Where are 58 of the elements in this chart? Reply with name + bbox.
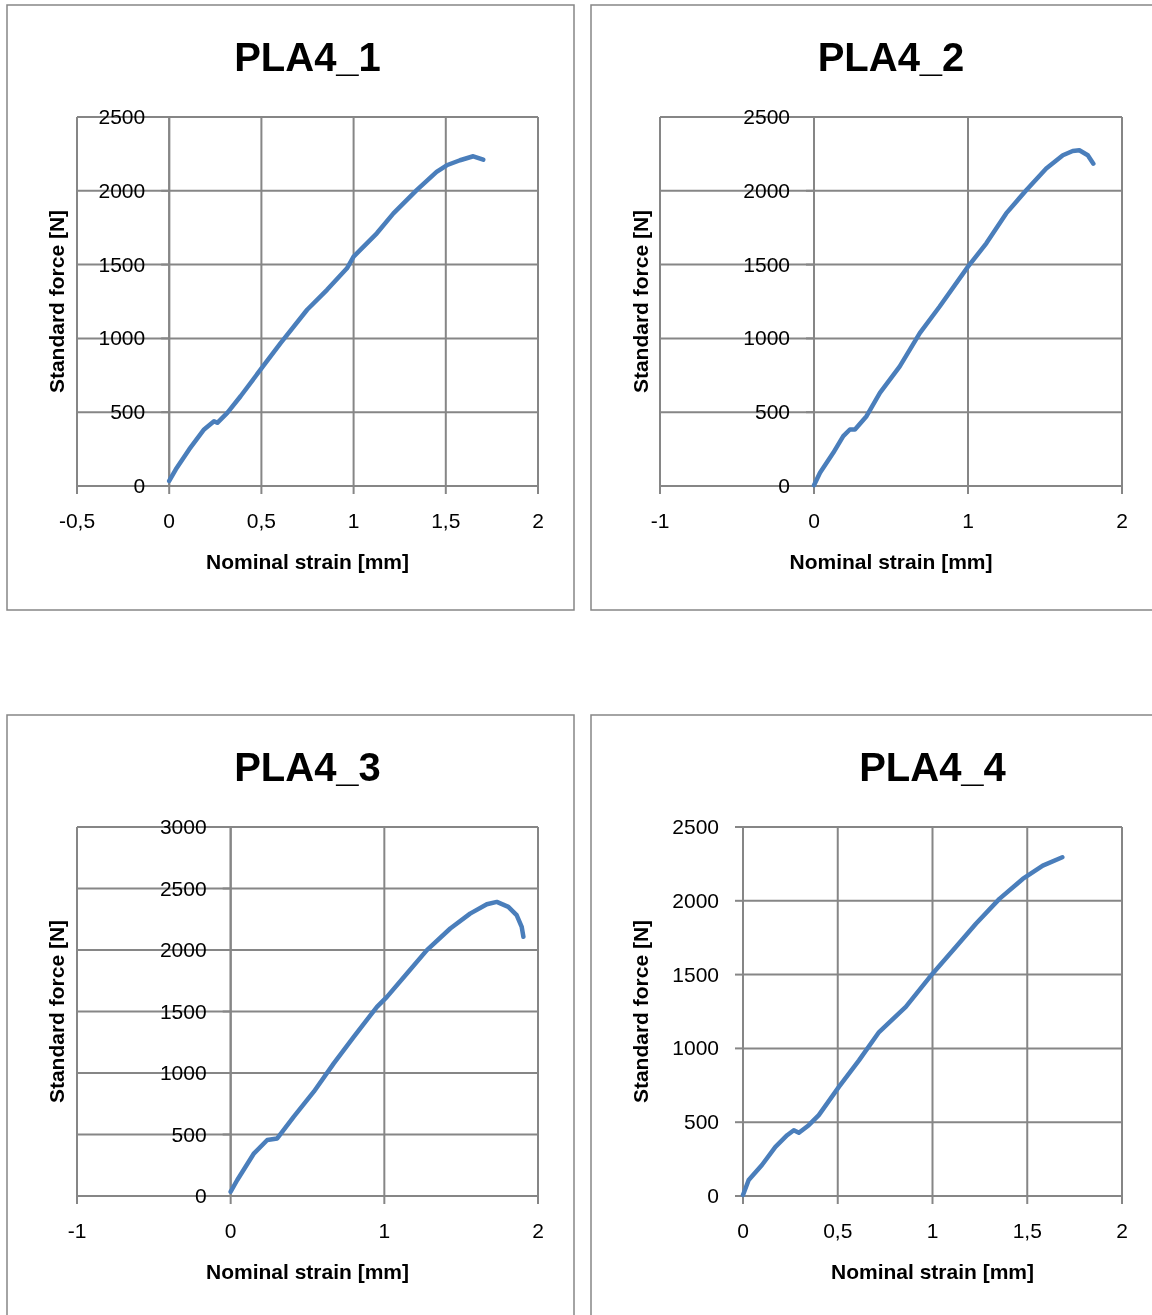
- y-tick-label: 500: [754, 400, 790, 424]
- y-tick-label: 2000: [159, 938, 207, 961]
- y-tick-label: 1000: [159, 1061, 207, 1084]
- y-axis-title: Standard force [N]: [45, 209, 68, 394]
- x-tick-label: 2: [1116, 509, 1128, 532]
- x-tick-label: 1: [378, 1219, 391, 1242]
- x-tick-label: -1: [67, 1219, 87, 1242]
- x-tick-label: 1,5: [431, 509, 461, 532]
- y-tick-label: 2500: [159, 876, 207, 900]
- y-tick-label: 2000: [743, 178, 790, 202]
- y-tick-label: 0: [707, 1184, 719, 1207]
- y-tick-label: 500: [171, 1122, 207, 1146]
- x-tick-label: 1: [926, 1219, 939, 1242]
- chart-title: PLA4_4: [859, 745, 1007, 789]
- y-tick-label: 1500: [159, 999, 207, 1023]
- y-axis-title: Standard force [N]: [45, 919, 68, 1104]
- x-tick-label: 0: [808, 509, 820, 532]
- y-tick-label: 2000: [672, 888, 719, 912]
- x-tick-label: 0: [224, 1219, 237, 1242]
- y-tick-label: 1500: [672, 962, 719, 986]
- x-axis-title: Nominal strain [mm]: [205, 1260, 410, 1283]
- line-series: [811, 147, 1096, 488]
- line-series: [166, 154, 486, 484]
- x-axis-title: Nominal strain [mm]: [789, 550, 993, 573]
- chart-title: PLA4_2: [817, 35, 965, 79]
- x-tick-label: 0,5: [823, 1219, 853, 1242]
- y-tick-label: 2500: [743, 105, 790, 128]
- x-tick-label: -1: [650, 509, 670, 532]
- y-tick-label: 1500: [743, 252, 790, 276]
- y-tick-label: 1000: [743, 326, 790, 350]
- y-tick-label: 500: [110, 400, 146, 424]
- y-axis-title: Standard force [N]: [629, 919, 652, 1104]
- y-tick-label: 2000: [98, 178, 146, 202]
- y-tick-label: 1000: [98, 326, 146, 350]
- x-tick-label: -0,5: [58, 509, 96, 532]
- y-tick-label: 0: [778, 474, 790, 497]
- y-tick-label: 0: [194, 1184, 207, 1207]
- line-series: [228, 899, 526, 1194]
- y-tick-label: 2500: [672, 815, 719, 838]
- y-tick-label: 3000: [159, 815, 207, 838]
- y-tick-label: 500: [683, 1110, 719, 1134]
- chart-title: PLA4_1: [234, 35, 381, 79]
- x-tick-label: 2: [532, 509, 544, 532]
- x-tick-label: 1: [347, 509, 360, 532]
- y-tick-label: 1500: [98, 252, 146, 276]
- x-tick-label: 1: [962, 509, 974, 532]
- x-axis-title: Nominal strain [mm]: [830, 1260, 1035, 1283]
- y-tick-label: 0: [133, 474, 146, 497]
- x-tick-label: 2: [532, 1219, 544, 1242]
- line-series: [740, 855, 1065, 1198]
- x-tick-label: 0,5: [246, 509, 276, 532]
- x-tick-label: 1,5: [1012, 1219, 1042, 1242]
- x-axis-title: Nominal strain [mm]: [205, 550, 410, 573]
- y-tick-label: 2500: [98, 105, 146, 128]
- y-axis-title: Standard force [N]: [629, 209, 652, 394]
- chart-title: PLA4_3: [234, 745, 381, 789]
- x-tick-label: 2: [1116, 1219, 1128, 1242]
- y-tick-label: 1000: [672, 1036, 719, 1060]
